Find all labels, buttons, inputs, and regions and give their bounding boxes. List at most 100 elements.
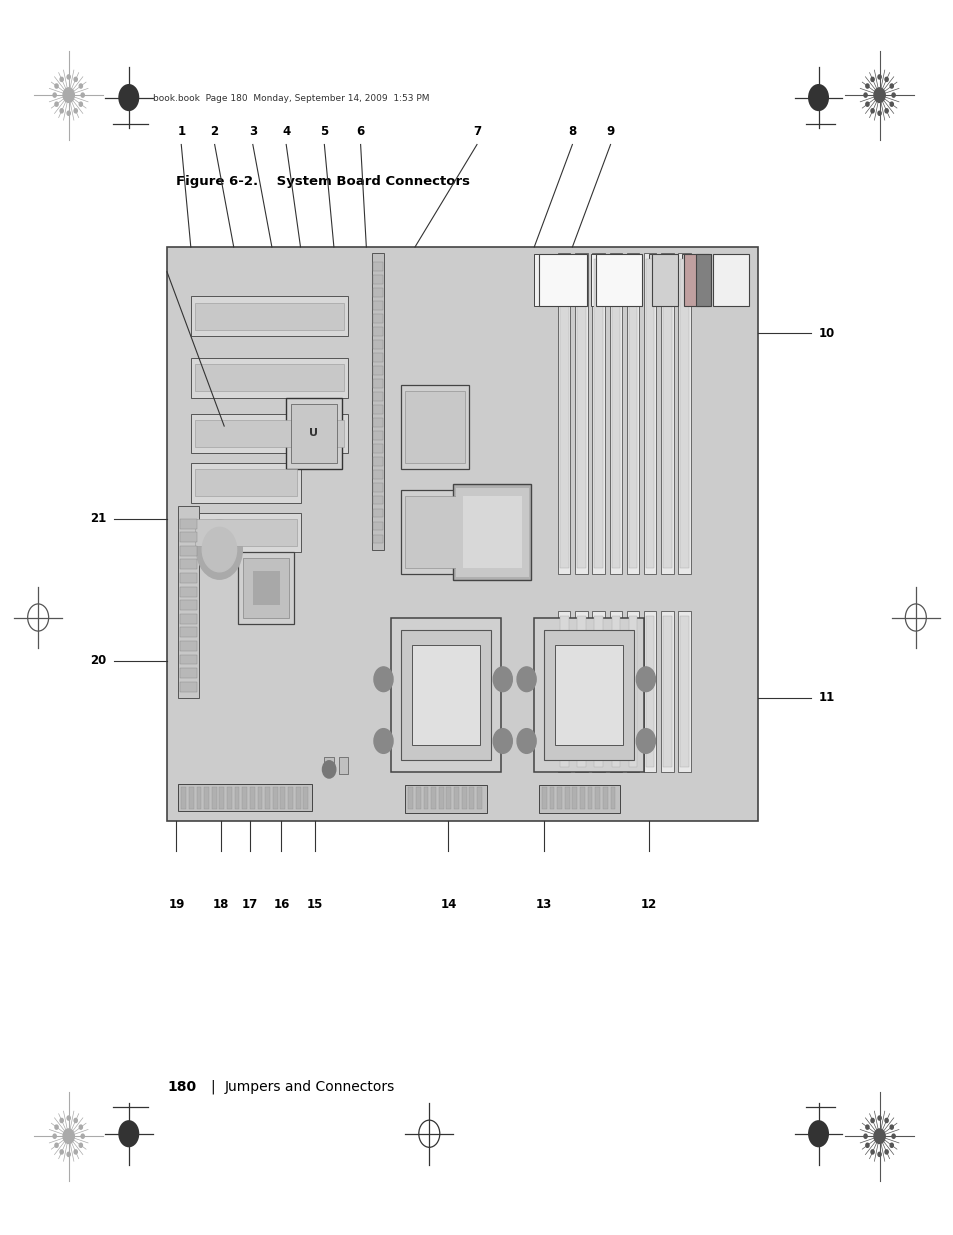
Bar xyxy=(577,616,585,767)
Circle shape xyxy=(889,103,892,106)
Bar xyxy=(461,787,466,809)
Bar xyxy=(242,787,247,809)
Circle shape xyxy=(60,78,63,82)
Circle shape xyxy=(517,667,536,692)
Bar xyxy=(645,616,654,767)
Text: 20: 20 xyxy=(91,655,107,667)
Circle shape xyxy=(79,1125,82,1129)
Bar xyxy=(227,787,232,809)
Circle shape xyxy=(889,1125,892,1129)
Bar xyxy=(558,253,570,574)
Bar xyxy=(373,417,382,426)
Circle shape xyxy=(60,1150,63,1153)
Text: 8: 8 xyxy=(568,125,576,138)
Bar xyxy=(191,358,348,398)
Circle shape xyxy=(74,1150,77,1153)
Bar xyxy=(324,757,334,774)
Bar xyxy=(373,275,382,284)
Text: Figure 6-2.    System Board Connectors: Figure 6-2. System Board Connectors xyxy=(176,175,470,188)
Bar xyxy=(564,787,569,809)
Bar xyxy=(454,787,458,809)
Bar xyxy=(660,611,673,772)
Bar xyxy=(194,420,344,447)
Bar xyxy=(180,532,197,542)
Bar xyxy=(373,431,382,440)
Circle shape xyxy=(60,1119,63,1123)
Bar xyxy=(549,787,554,809)
Bar xyxy=(178,506,199,698)
Bar xyxy=(453,484,531,580)
Bar xyxy=(594,616,602,767)
Circle shape xyxy=(865,1144,868,1147)
Bar xyxy=(446,787,451,809)
Bar xyxy=(681,254,710,299)
Bar xyxy=(408,787,413,809)
Bar xyxy=(559,259,568,568)
Circle shape xyxy=(807,84,828,111)
Bar xyxy=(180,519,197,529)
Circle shape xyxy=(74,1119,77,1123)
Circle shape xyxy=(67,111,71,115)
Text: 6: 6 xyxy=(356,125,364,138)
Bar xyxy=(602,787,607,809)
Text: 16: 16 xyxy=(273,898,290,911)
Text: 21: 21 xyxy=(91,513,107,525)
Bar xyxy=(592,253,604,574)
Circle shape xyxy=(865,103,868,106)
Bar xyxy=(400,385,469,469)
Bar xyxy=(180,614,197,624)
Bar xyxy=(273,787,277,809)
Circle shape xyxy=(870,78,873,82)
Circle shape xyxy=(55,84,58,88)
Bar xyxy=(626,253,639,574)
Bar xyxy=(204,787,209,809)
Bar xyxy=(180,600,197,610)
Bar xyxy=(373,495,382,504)
Bar xyxy=(534,618,643,772)
Bar xyxy=(469,787,474,809)
Bar xyxy=(373,535,382,543)
Circle shape xyxy=(884,78,887,82)
Bar xyxy=(373,483,382,492)
Bar xyxy=(575,611,587,772)
Bar xyxy=(538,254,586,306)
Text: 13: 13 xyxy=(535,898,552,911)
Bar xyxy=(265,787,270,809)
Bar xyxy=(257,787,262,809)
Circle shape xyxy=(202,527,236,572)
Bar xyxy=(373,301,382,310)
Bar xyxy=(648,254,677,299)
Circle shape xyxy=(322,761,335,778)
Bar xyxy=(373,379,382,388)
Circle shape xyxy=(79,84,82,88)
Bar xyxy=(180,587,197,597)
Bar xyxy=(462,496,521,568)
Circle shape xyxy=(79,1144,82,1147)
Text: 2: 2 xyxy=(211,125,218,138)
Circle shape xyxy=(891,93,894,98)
Text: |: | xyxy=(210,1079,214,1094)
Bar xyxy=(234,787,239,809)
Bar xyxy=(543,630,634,760)
Bar xyxy=(303,787,308,809)
Circle shape xyxy=(877,75,881,79)
Bar xyxy=(594,259,602,568)
Bar xyxy=(645,259,654,568)
Bar xyxy=(643,253,656,574)
Bar xyxy=(238,552,294,624)
Bar xyxy=(295,787,300,809)
Text: 4: 4 xyxy=(282,125,290,138)
Bar xyxy=(180,546,197,556)
Bar xyxy=(180,641,197,651)
Circle shape xyxy=(196,520,242,579)
Bar xyxy=(194,519,296,546)
Bar xyxy=(628,616,637,767)
Bar xyxy=(373,340,382,348)
Bar xyxy=(651,254,678,306)
Bar xyxy=(660,253,673,574)
Circle shape xyxy=(60,109,63,112)
Bar xyxy=(196,787,201,809)
Circle shape xyxy=(863,93,866,98)
Bar xyxy=(373,353,382,362)
Bar xyxy=(288,787,293,809)
